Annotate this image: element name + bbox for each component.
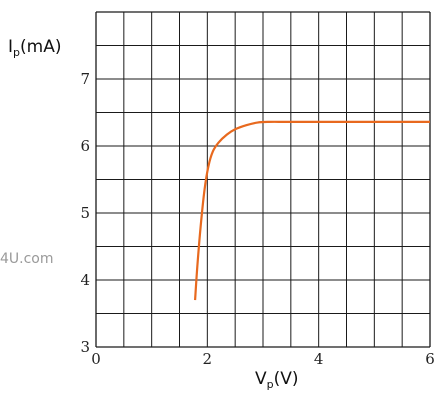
y-axis-label: Ip(mA) — [8, 37, 61, 59]
watermark: 4U.com — [0, 251, 54, 267]
x-axis-label: Vp(V) — [255, 369, 299, 391]
x-tick-label: 0 — [91, 350, 101, 368]
y-tick-label: 4 — [80, 271, 90, 289]
y-tick-label: 6 — [80, 137, 90, 155]
x-tick-label: 6 — [425, 350, 435, 368]
x-axis-label-main: V — [255, 369, 267, 389]
y-tick-labels: 3 4 5 6 7 — [80, 70, 90, 356]
x-axis-label-unit: (V) — [274, 369, 299, 389]
x-axis-label-sub: p — [267, 378, 274, 391]
y-tick-label: 5 — [80, 204, 90, 222]
x-tick-labels: 0 2 4 6 — [91, 350, 435, 368]
y-axis-label-sub: p — [13, 46, 20, 59]
y-tick-label: 3 — [80, 338, 90, 356]
grid — [96, 12, 430, 347]
x-tick-label: 2 — [203, 350, 213, 368]
y-tick-label: 7 — [80, 70, 90, 88]
x-tick-label: 4 — [314, 350, 324, 368]
y-axis-label-unit: (mA) — [20, 37, 61, 57]
series-line — [195, 122, 430, 300]
